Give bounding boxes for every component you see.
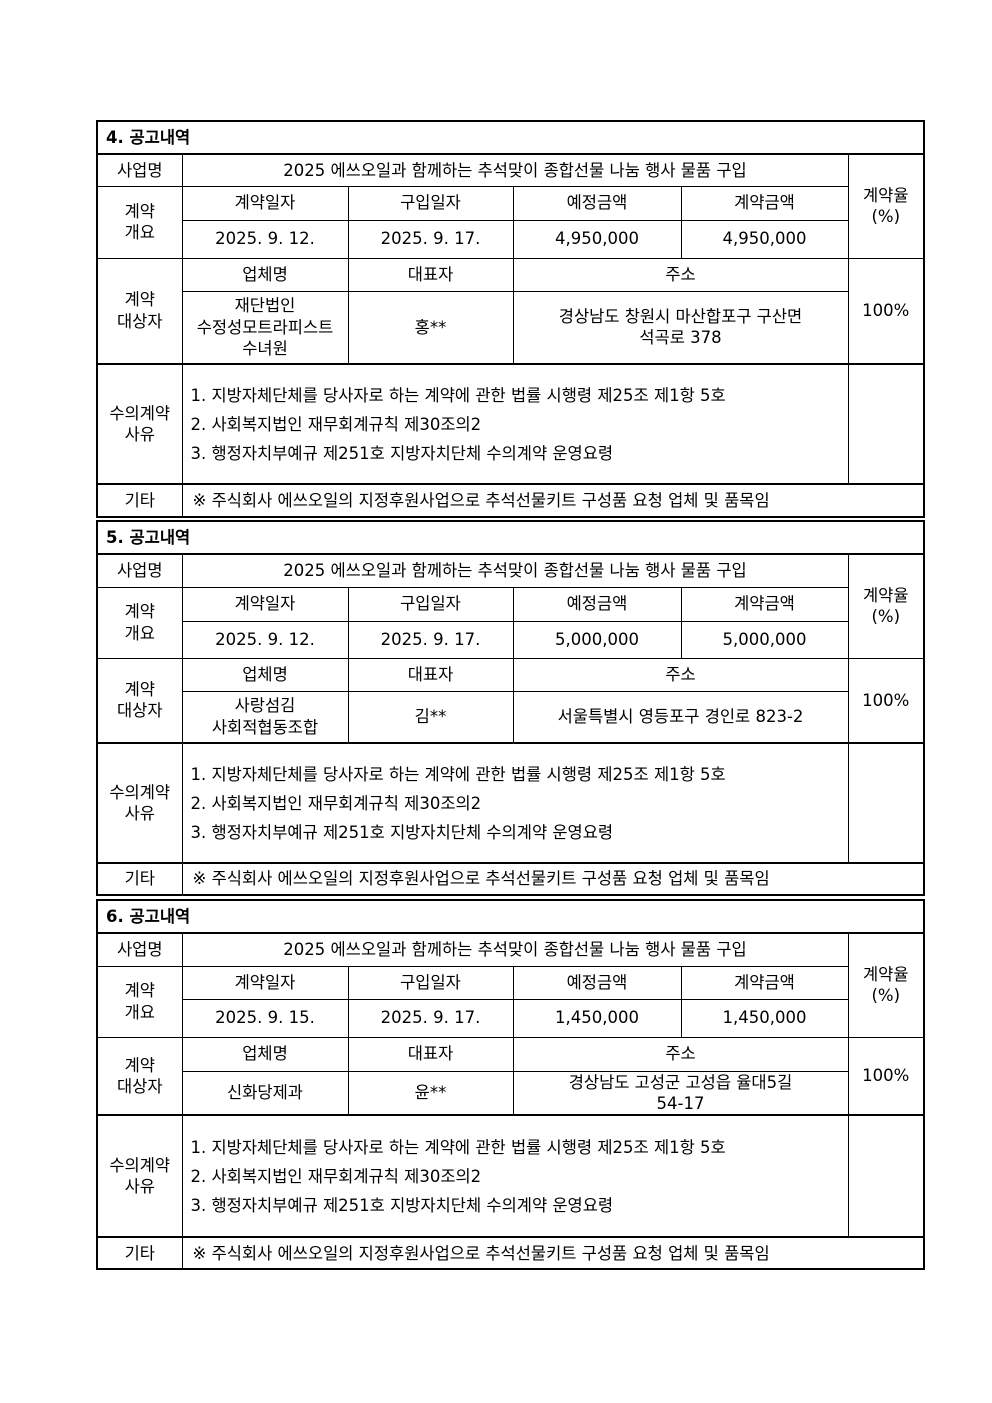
contract-amount-header: 계약금액	[680, 185, 849, 221]
reason-list: 1. 지방자체단체를 당사자로 하는 계약에 관한 법률 시행령 제25조 제1…	[181, 363, 849, 485]
project-name: 2025 에쓰오일과 함께하는 추석맞이 종합선물 나눔 행사 물품 구입	[181, 932, 849, 967]
purchase-date-header: 구입일자	[347, 185, 514, 221]
project-label: 사업명	[96, 932, 183, 967]
contract-amount-header: 계약금액	[680, 586, 849, 622]
company-name: 신화당제과	[181, 1070, 349, 1116]
reason-item: 3. 행정자치부예규 제251호 지방자치단체 수의계약 운영요령	[190, 1195, 614, 1215]
reason-blank-cell	[847, 1114, 925, 1238]
estimated-amount: 1,450,000	[512, 998, 682, 1038]
estimated-amount-header: 예정금액	[512, 965, 682, 1000]
address-header: 주소	[512, 657, 849, 692]
contract-amount-header: 계약금액	[680, 965, 849, 1000]
reason-blank-cell	[847, 742, 925, 864]
purchase-date-header: 구입일자	[347, 586, 514, 622]
reason-item: 3. 행정자치부예규 제251호 지방자치단체 수의계약 운영요령	[190, 443, 614, 463]
estimated-amount-header: 예정금액	[512, 185, 682, 221]
company-address: 경상남도 고성군 고성읍 율대5길 54-17	[512, 1070, 849, 1116]
reason-label: 수의계약 사유	[96, 742, 183, 864]
address-header: 주소	[512, 257, 849, 292]
reason-item: 3. 행정자치부예규 제251호 지방자치단체 수의계약 운영요령	[190, 822, 614, 842]
etc-label: 기타	[96, 862, 183, 896]
purchase-date-header: 구입일자	[347, 965, 514, 1000]
contract-rate: 100%	[847, 1036, 925, 1116]
counterparty-label: 계약 대상자	[96, 257, 183, 365]
contract-rate: 100%	[847, 657, 925, 744]
representative-header: 대표자	[347, 657, 514, 692]
overview-label: 계약 개요	[96, 965, 183, 1038]
address-header: 주소	[512, 1036, 849, 1072]
contract-amount: 1,450,000	[680, 998, 849, 1038]
purchase-date: 2025. 9. 17.	[347, 998, 514, 1038]
representative-name: 홍**	[347, 290, 514, 365]
etc-label: 기타	[96, 1236, 183, 1270]
notice-title: 6. 공고내역	[96, 899, 925, 934]
estimated-amount: 4,950,000	[512, 219, 682, 259]
contract-date-header: 계약일자	[181, 185, 349, 221]
reason-list: 1. 지방자체단체를 당사자로 하는 계약에 관한 법률 시행령 제25조 제1…	[181, 1114, 849, 1238]
purchase-date: 2025. 9. 17.	[347, 620, 514, 659]
contract-amount: 5,000,000	[680, 620, 849, 659]
notice-table: 6. 공고내역 사업명 2025 에쓰오일과 함께하는 추석맞이 종합선물 나눔 행…	[96, 899, 926, 1271]
estimated-amount: 5,000,000	[512, 620, 682, 659]
purchase-date: 2025. 9. 17.	[347, 219, 514, 259]
counterparty-label: 계약 대상자	[96, 657, 183, 744]
reason-label: 수의계약 사유	[96, 363, 183, 485]
company-name: 재단법인 수정성모트라피스트 수녀원	[181, 290, 349, 365]
reason-label: 수의계약 사유	[96, 1114, 183, 1238]
reason-item: 2. 사회복지법인 재무회계규칙 제30조의2	[190, 414, 482, 434]
reason-item: 1. 지방자체단체를 당사자로 하는 계약에 관한 법률 시행령 제25조 제1…	[190, 1137, 726, 1157]
contract-date: 2025. 9. 15.	[181, 998, 349, 1038]
company-address: 경상남도 창원시 마산합포구 구산면 석곡로 378	[512, 290, 849, 365]
company-header: 업체명	[181, 257, 349, 292]
rate-label: 계약율 (%)	[847, 932, 925, 1038]
notice-table: 4. 공고내역 사업명 2025 에쓰오일과 함께하는 추석맞이 종합선물 나눔 행…	[96, 120, 926, 518]
counterparty-label: 계약 대상자	[96, 1036, 183, 1116]
company-header: 업체명	[181, 657, 349, 692]
contract-date: 2025. 9. 12.	[181, 620, 349, 659]
reason-item: 1. 지방자체단체를 당사자로 하는 계약에 관한 법률 시행령 제25조 제1…	[190, 385, 726, 405]
company-header: 업체명	[181, 1036, 349, 1072]
contract-date: 2025. 9. 12.	[181, 219, 349, 259]
reason-list: 1. 지방자체단체를 당사자로 하는 계약에 관한 법률 시행령 제25조 제1…	[181, 742, 849, 864]
contract-rate: 100%	[847, 257, 925, 365]
etc-note: ※ 주식회사 에쓰오일의 지정후원사업으로 추석선물키트 구성품 요청 업체 및…	[181, 862, 925, 896]
project-label: 사업명	[96, 153, 183, 187]
contract-date-header: 계약일자	[181, 965, 349, 1000]
representative-name: 윤**	[347, 1070, 514, 1116]
reason-item: 2. 사회복지법인 재무회계규칙 제30조의2	[190, 1166, 482, 1186]
rate-label: 계약율 (%)	[847, 153, 925, 259]
company-name: 사랑섬김 사회적협동조합	[181, 690, 349, 744]
notice-title: 5. 공고내역	[96, 520, 925, 555]
reason-blank-cell	[847, 363, 925, 485]
overview-label: 계약 개요	[96, 586, 183, 659]
company-address: 서울특별시 영등포구 경인로 823-2	[512, 690, 849, 744]
notice-title: 4. 공고내역	[96, 120, 925, 155]
project-label: 사업명	[96, 553, 183, 588]
representative-name: 김**	[347, 690, 514, 744]
estimated-amount-header: 예정금액	[512, 586, 682, 622]
representative-header: 대표자	[347, 257, 514, 292]
project-name: 2025 에쓰오일과 함께하는 추석맞이 종합선물 나눔 행사 물품 구입	[181, 153, 849, 187]
rate-label: 계약율 (%)	[847, 553, 925, 659]
reason-item: 1. 지방자체단체를 당사자로 하는 계약에 관한 법률 시행령 제25조 제1…	[190, 764, 726, 784]
contract-date-header: 계약일자	[181, 586, 349, 622]
reason-item: 2. 사회복지법인 재무회계규칙 제30조의2	[190, 793, 482, 813]
etc-note: ※ 주식회사 에쓰오일의 지정후원사업으로 추석선물키트 구성품 요청 업체 및…	[181, 1236, 925, 1270]
notice-table: 5. 공고내역 사업명 2025 에쓰오일과 함께하는 추석맞이 종합선물 나눔 행…	[96, 520, 926, 896]
contract-amount: 4,950,000	[680, 219, 849, 259]
etc-label: 기타	[96, 483, 183, 518]
representative-header: 대표자	[347, 1036, 514, 1072]
etc-note: ※ 주식회사 에쓰오일의 지정후원사업으로 추석선물키트 구성품 요청 업체 및…	[181, 483, 925, 518]
project-name: 2025 에쓰오일과 함께하는 추석맞이 종합선물 나눔 행사 물품 구입	[181, 553, 849, 588]
overview-label: 계약 개요	[96, 185, 183, 259]
